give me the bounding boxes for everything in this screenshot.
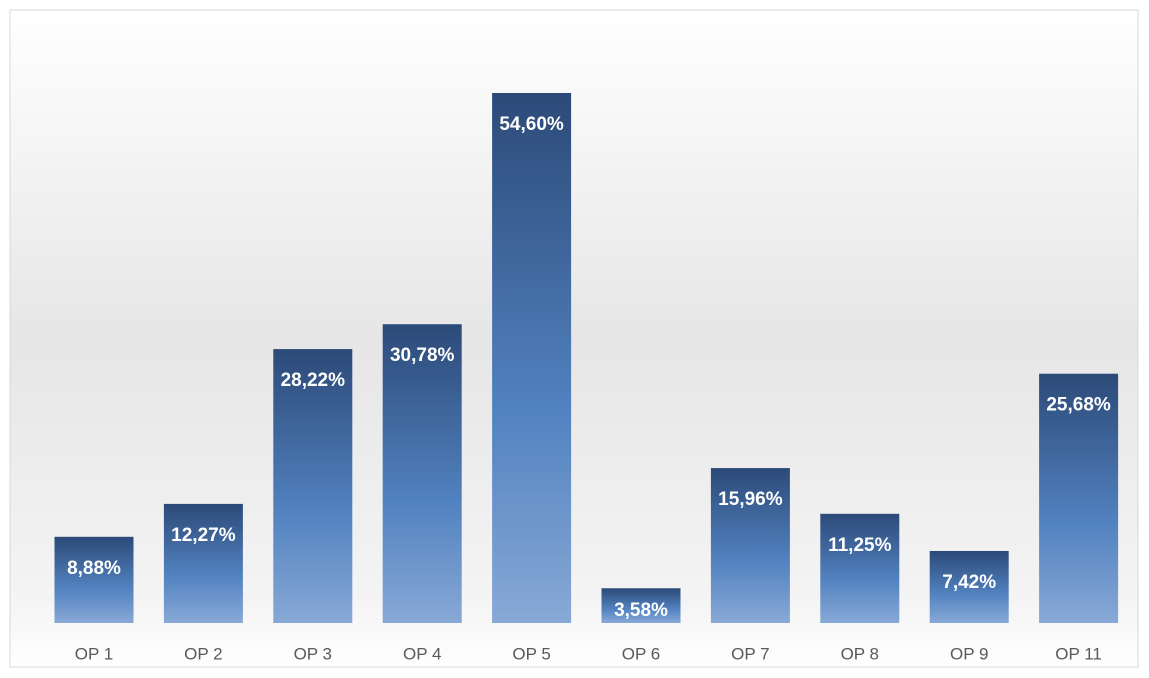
data-label: 15,96% [718,489,783,510]
data-label: 25,68% [1046,395,1111,416]
bar [492,93,572,623]
data-label: 3,58% [614,600,668,621]
data-label: 8,88% [67,558,121,579]
x-tick-label: OP 1 [75,644,113,663]
x-tick-label: OP 3 [294,644,332,663]
bar [820,513,900,623]
bar [1039,373,1119,623]
x-tick-label: OP 7 [731,644,769,663]
x-tick-label: OP 2 [184,644,222,663]
x-tick-label: OP 9 [950,644,988,663]
data-label: 30,78% [390,345,455,366]
x-tick-label: OP 4 [403,644,441,663]
data-label: 12,27% [171,525,236,546]
data-label: 7,42% [942,572,996,593]
data-label: 54,60% [499,114,564,135]
data-label: 28,22% [281,370,346,391]
bar [273,349,353,623]
x-tick-label: OP 5 [512,644,550,663]
x-tick-label: OP 11 [1055,644,1102,663]
bar [710,468,790,623]
bar [601,588,681,623]
bar [54,536,134,623]
bar [163,503,243,623]
data-label: 11,25% [828,535,891,556]
x-tick-label: OP 8 [841,644,879,663]
bar [929,550,1009,623]
bar [382,324,462,623]
x-tick-label: OP 6 [622,644,660,663]
